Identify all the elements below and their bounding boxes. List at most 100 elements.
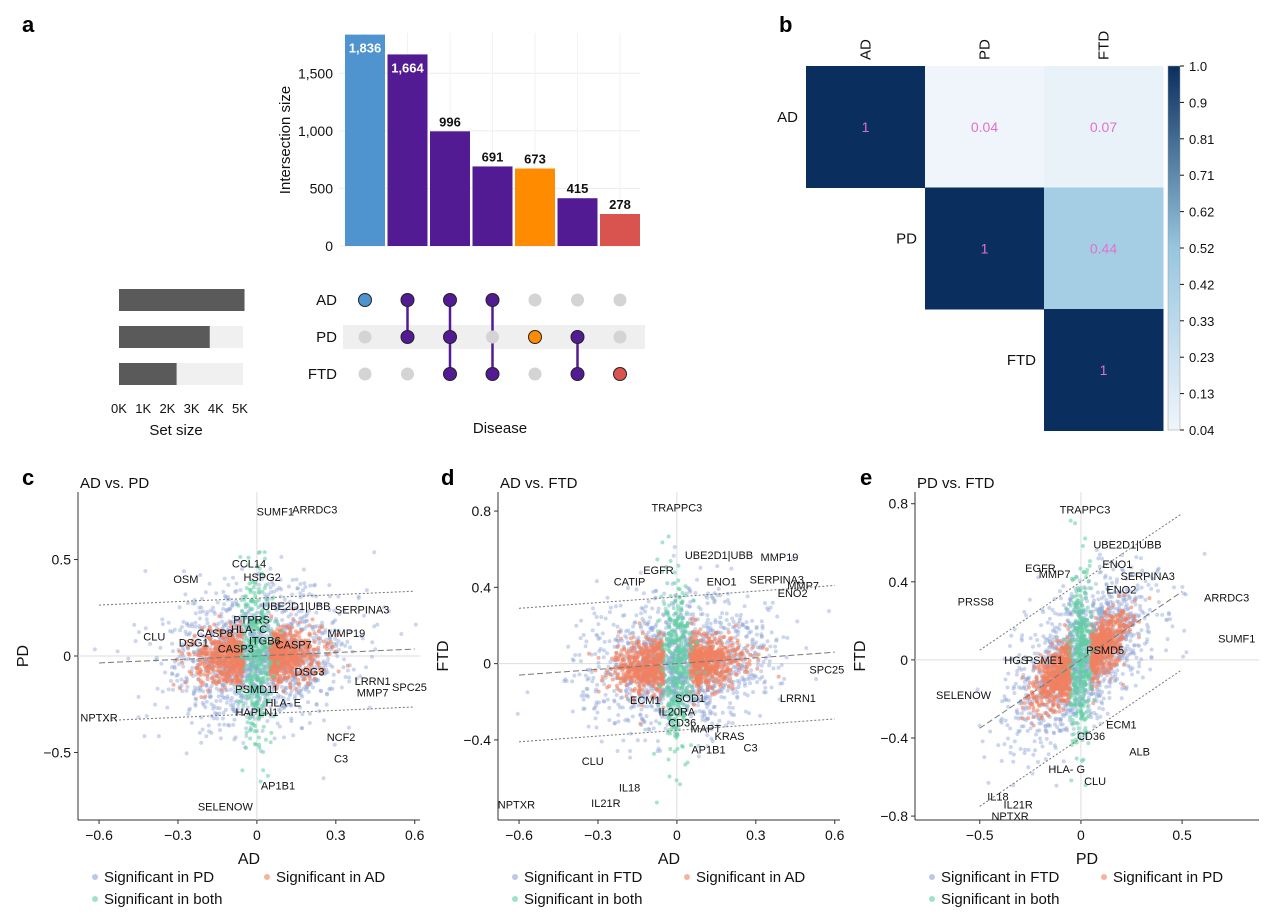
point-sig-pd <box>643 609 648 614</box>
point-sig-pd <box>773 644 778 649</box>
point-sig-pd <box>748 681 753 686</box>
point-sig-pd <box>744 620 749 625</box>
point-sig-pd <box>702 714 707 719</box>
point-sig-pd <box>232 690 237 695</box>
point-sig-both <box>243 594 248 599</box>
point-sig-pd <box>641 591 646 596</box>
y-tick-label: 0.5 <box>52 552 72 568</box>
point-sig-pd <box>300 712 305 717</box>
point-sig-both <box>252 667 257 672</box>
point-sig-pd <box>780 681 785 686</box>
point-sig-pd <box>726 720 731 725</box>
point-sig-both <box>254 729 259 734</box>
point-sig-pd <box>318 602 323 607</box>
point-sig-pd <box>228 606 233 611</box>
x-tick-label: −0.6 <box>85 827 113 843</box>
point-sig-both <box>257 666 262 671</box>
point-sig-pd <box>184 632 189 637</box>
point-sig-ad <box>281 689 286 694</box>
point-sig-both <box>253 671 258 676</box>
point-sig-pd <box>184 751 189 756</box>
point-sig-pd <box>260 633 265 638</box>
point-sig-pd <box>370 640 375 645</box>
point-sig-pd <box>211 704 216 709</box>
point-sig-pd <box>765 606 770 611</box>
point-sig-pd <box>328 663 333 668</box>
point-sig-ad <box>205 673 210 678</box>
point-sig-pd <box>762 680 767 685</box>
colorbar-tick-label: 0.62 <box>1189 205 1214 220</box>
point-sig-pd <box>327 634 332 639</box>
point-sig-pd <box>311 636 316 641</box>
y-tick-label: 0 <box>325 238 333 254</box>
point-sig-pd <box>295 586 300 591</box>
point-sig-ad <box>610 677 615 682</box>
point-sig-both <box>252 741 257 746</box>
point-sig-pd <box>323 627 328 632</box>
point-sig-ad <box>713 630 718 635</box>
point-sig-pd <box>160 617 165 622</box>
point-sig-ad <box>698 627 703 632</box>
colorbar-tick-label: 0.23 <box>1189 350 1214 365</box>
point-sig-pd <box>814 677 819 682</box>
point-sig-pd <box>291 601 296 606</box>
point-sig-pd <box>602 699 607 704</box>
point-sig-pd <box>215 716 220 721</box>
point-sig-pd <box>234 588 239 593</box>
point-sig-pd <box>708 621 713 626</box>
point-sig-pd <box>651 589 656 594</box>
point-sig-ad <box>203 651 208 656</box>
point-sig-ad <box>297 634 302 639</box>
point-sig-pd <box>142 734 147 739</box>
point-sig-pd <box>362 613 367 618</box>
matrix-dot <box>486 330 499 344</box>
point-sig-pd <box>735 690 740 695</box>
point-sig-pd <box>189 622 194 627</box>
point-sig-ad <box>751 645 756 650</box>
point-sig-pd <box>755 680 760 685</box>
point-sig-pd <box>205 610 210 615</box>
point-sig-ad <box>281 624 286 629</box>
point-sig-pd <box>166 620 171 625</box>
point-sig-pd <box>525 690 530 695</box>
point-sig-pd <box>204 617 209 622</box>
point-sig-pd <box>221 624 226 629</box>
point-sig-both <box>248 736 253 741</box>
set-size-tick: 0K <box>111 401 127 416</box>
legend-label: Significant in both <box>104 891 222 908</box>
legend-marker <box>264 874 270 880</box>
point-sig-pd <box>197 616 202 621</box>
point-sig-pd <box>750 638 755 643</box>
point-sig-pd <box>292 696 297 701</box>
point-sig-pd <box>623 689 628 694</box>
point-sig-pd <box>585 686 590 691</box>
point-sig-pd <box>599 739 604 744</box>
point-sig-pd <box>185 684 190 689</box>
point-sig-pd <box>602 648 607 653</box>
point-sig-pd <box>279 684 284 689</box>
point-sig-pd <box>294 577 299 582</box>
point-sig-ad <box>281 655 286 660</box>
point-sig-pd <box>638 713 643 718</box>
point-sig-pd <box>767 659 772 664</box>
point-sig-pd <box>291 733 296 738</box>
point-sig-both <box>247 672 252 677</box>
point-sig-pd <box>226 607 231 612</box>
point-sig-pd <box>618 603 623 608</box>
point-sig-pd <box>342 607 347 612</box>
point-sig-pd <box>274 607 279 612</box>
point-sig-pd <box>656 746 661 751</box>
point-sig-ad <box>284 670 289 675</box>
colorbar-tick-label: 0.42 <box>1189 277 1214 292</box>
point-sig-pd <box>760 623 765 628</box>
point-sig-pd <box>688 589 693 594</box>
matrix-dot <box>400 293 415 307</box>
point-sig-pd <box>570 679 575 684</box>
gene-label: OSM <box>173 574 198 586</box>
point-sig-pd <box>594 725 599 730</box>
heatmap-cell-label: 1 <box>862 119 870 135</box>
point-sig-pd <box>328 686 333 691</box>
point-sig-ad <box>316 636 321 641</box>
x-tick-label: −0.3 <box>164 827 192 843</box>
point-sig-pd <box>325 670 330 675</box>
